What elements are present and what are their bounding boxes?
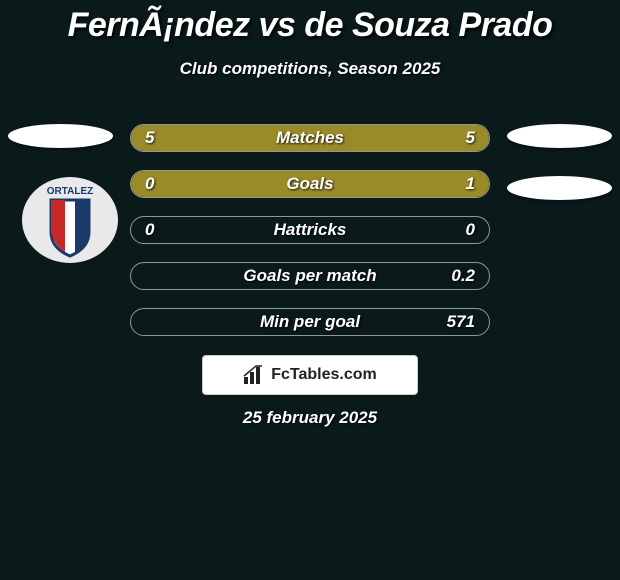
club-crest: ORTALEZ: [21, 176, 119, 264]
stat-value-right: 571: [447, 309, 475, 335]
stat-row: Min per goal571: [130, 308, 490, 336]
stat-row: Goals0 1: [130, 170, 490, 198]
brand-badge[interactable]: FcTables.com: [202, 355, 418, 395]
stat-value-left: 5: [145, 125, 154, 151]
stats-container: Matches55Goals01Hattricks00Goals per mat…: [130, 124, 490, 354]
page-title: FernÃ¡ndez vs de Souza Prado: [0, 0, 620, 45]
stat-value-right: 0: [466, 217, 475, 243]
footer-date: 25 february 2025: [0, 408, 620, 428]
stat-label: Min per goal: [131, 309, 489, 335]
comparison-infographic: FernÃ¡ndez vs de Souza Prado Club compet…: [0, 0, 620, 580]
player-oval-left-1: [8, 124, 113, 148]
stat-value-right: 0.2: [451, 263, 475, 289]
stat-value-left: 0: [145, 217, 154, 243]
stat-value-right: 5: [466, 125, 475, 151]
brand-text: FcTables.com: [271, 366, 377, 384]
stat-label: Hattricks: [131, 217, 489, 243]
stat-value-left: 0: [145, 171, 154, 197]
stat-row: Matches5 5: [130, 124, 490, 152]
stat-label: Goals: [131, 171, 489, 197]
bar-chart-icon: [243, 365, 265, 385]
stat-label: Goals per match: [131, 263, 489, 289]
stat-row: Goals per match0.2: [130, 262, 490, 290]
page-subtitle: Club competitions, Season 2025: [0, 59, 620, 79]
stat-value-right: 1: [466, 171, 475, 197]
player-oval-right-1: [507, 124, 612, 148]
player-oval-right-2: [507, 176, 612, 200]
stat-row: Hattricks0 0: [130, 216, 490, 244]
crest-label: ORTALEZ: [47, 186, 93, 197]
stat-label: Matches: [131, 125, 489, 151]
